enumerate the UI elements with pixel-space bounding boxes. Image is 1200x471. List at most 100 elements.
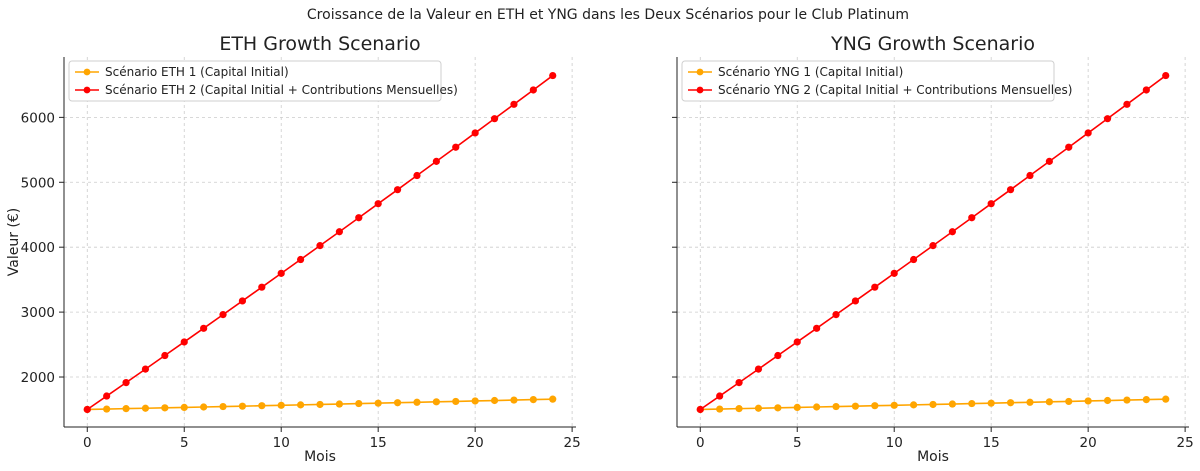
y-tick-label: 5000: [21, 175, 55, 191]
legend-marker: [696, 86, 704, 94]
data-point: [141, 365, 150, 373]
legend: Scénario YNG 1 (Capital Initial) Scénario…: [681, 60, 1072, 102]
data-point: [1103, 396, 1112, 405]
data-point: [716, 405, 724, 413]
data-point: [851, 297, 860, 305]
x-tick-label: 20: [1080, 435, 1097, 451]
data-point: [180, 338, 188, 346]
data-point: [1084, 129, 1092, 137]
data-point: [277, 269, 285, 277]
data-point: [180, 403, 188, 411]
data-point: [471, 397, 479, 405]
data-point: [316, 400, 324, 409]
x-tick-label: 15: [370, 435, 387, 451]
data-point: [1006, 186, 1015, 194]
data-point: [413, 398, 421, 406]
data-point: [297, 401, 305, 409]
legend-marker: [696, 68, 704, 76]
data-point: [374, 200, 382, 208]
data-point: [258, 402, 266, 410]
data-point: [735, 379, 743, 387]
data-point: [968, 214, 976, 222]
chart-panel-2: 0 5 10 15 20 25 YNG Growth Scenario Mois Scénari…: [672, 33, 1194, 465]
data-point: [929, 400, 937, 409]
series-1: [696, 395, 1170, 414]
legend-label: Scénario YNG 1 (Capital Initial): [718, 65, 903, 79]
data-point: [1045, 398, 1053, 406]
data-point: [774, 351, 782, 360]
data-point: [510, 100, 518, 108]
series-2: [83, 71, 557, 414]
data-point: [122, 379, 130, 387]
legend-label: Scénario YNG 2 (Capital Initial + Contri…: [718, 83, 1072, 97]
data-point: [432, 157, 440, 165]
legend: Scénario ETH 1 (Capital Initial) Scénario…: [68, 60, 458, 102]
data-point: [490, 396, 499, 405]
data-point: [103, 392, 111, 400]
data-point: [987, 200, 995, 208]
y-tick-label: 4000: [21, 240, 55, 256]
data-point: [793, 338, 801, 346]
data-point: [871, 283, 879, 291]
data-point: [987, 399, 995, 407]
x-tick-label: 20: [467, 435, 484, 451]
x-axis-label: Mois: [304, 449, 336, 465]
data-point: [1026, 398, 1034, 406]
data-point: [1123, 396, 1131, 404]
data-point: [316, 242, 324, 250]
data-point: [1142, 86, 1150, 94]
x-tick-label: 15: [983, 435, 1000, 451]
chart-panel-1: 0 5 10 15 20 25 2000 3000 4000 5000 6000 ETH Growth…: [6, 33, 581, 465]
x-tick-label: 5: [793, 435, 802, 451]
x-tick-label: 10: [273, 435, 290, 451]
x-tick-label: 0: [696, 435, 705, 451]
legend-label: Scénario ETH 2 (Capital Initial + Contri…: [105, 83, 458, 97]
data-point: [1045, 157, 1053, 165]
data-point: [529, 396, 537, 404]
data-point: [735, 405, 743, 413]
data-point: [1123, 100, 1131, 108]
series-1: [83, 395, 557, 414]
data-point: [258, 283, 266, 291]
data-point: [948, 400, 956, 408]
legend-marker: [83, 86, 91, 94]
data-point: [335, 400, 343, 408]
data-point: [1142, 396, 1150, 404]
data-point: [910, 255, 918, 264]
x-axis-label: Mois: [917, 449, 949, 465]
data-point: [754, 404, 763, 412]
legend-box: [681, 60, 1055, 102]
chart-title: ETH Growth Scenario: [219, 33, 420, 55]
data-point: [813, 403, 821, 411]
data-point: [219, 402, 227, 411]
data-point: [774, 404, 782, 412]
data-point: [355, 399, 363, 408]
data-point: [910, 401, 918, 409]
data-point: [1162, 71, 1170, 80]
data-point: [1103, 115, 1112, 123]
data-point: [1026, 171, 1034, 180]
data-point: [490, 115, 499, 123]
figure-suptitle: Croissance de la Valeur en ETH et YNG da…: [307, 7, 909, 23]
y-tick-label: 3000: [21, 305, 55, 321]
data-point: [200, 324, 208, 332]
data-point: [754, 365, 763, 373]
data-point: [793, 403, 801, 411]
data-point: [948, 228, 956, 236]
data-point: [1006, 399, 1015, 407]
data-point: [1065, 143, 1073, 151]
data-point: [529, 86, 537, 94]
data-point: [832, 311, 840, 319]
data-point: [549, 71, 557, 80]
x-tick-label: 25: [564, 435, 581, 451]
data-point: [716, 392, 724, 400]
data-point: [141, 404, 150, 412]
data-point: [851, 402, 860, 410]
data-point: [929, 242, 937, 250]
data-point: [374, 399, 382, 407]
data-point: [335, 228, 343, 236]
data-point: [393, 399, 402, 407]
data-point: [890, 401, 898, 409]
x-tick-label: 25: [1177, 435, 1194, 451]
